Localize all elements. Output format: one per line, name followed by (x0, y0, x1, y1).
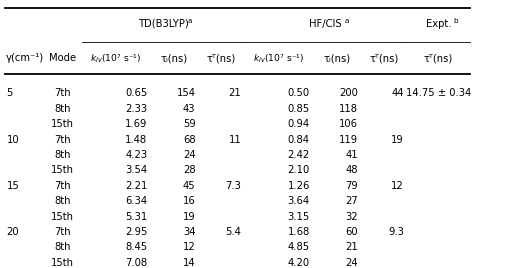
Text: 19: 19 (183, 211, 196, 222)
Text: 4.23: 4.23 (125, 150, 147, 160)
Text: 8th: 8th (55, 150, 71, 160)
Text: 6.34: 6.34 (125, 196, 147, 206)
Text: 9.3: 9.3 (388, 227, 404, 237)
Text: 12: 12 (183, 242, 196, 252)
Text: 44: 44 (391, 88, 404, 98)
Text: 24: 24 (346, 258, 358, 268)
Text: 3.64: 3.64 (288, 196, 310, 206)
Text: 7th: 7th (55, 227, 71, 237)
Text: τᵀ(ns): τᵀ(ns) (424, 53, 453, 63)
Text: 2.33: 2.33 (125, 104, 147, 114)
Text: 79: 79 (346, 181, 358, 191)
Text: 43: 43 (183, 104, 196, 114)
Text: 12: 12 (391, 181, 404, 191)
Text: 0.84: 0.84 (288, 135, 310, 144)
Text: 2.10: 2.10 (287, 165, 310, 175)
Text: 8th: 8th (55, 104, 71, 114)
Text: 7.08: 7.08 (125, 258, 147, 268)
Text: 32: 32 (346, 211, 358, 222)
Text: 14.75 ± 0.34: 14.75 ± 0.34 (406, 88, 471, 98)
Text: 119: 119 (339, 135, 358, 144)
Text: 4.20: 4.20 (288, 258, 310, 268)
Text: 59: 59 (183, 119, 196, 129)
Text: 0.65: 0.65 (125, 88, 147, 98)
Text: 11: 11 (229, 135, 241, 144)
Text: 8th: 8th (55, 242, 71, 252)
Text: 48: 48 (346, 165, 358, 175)
Text: τₗ(ns): τₗ(ns) (323, 53, 351, 63)
Text: 19: 19 (391, 135, 404, 144)
Text: 2.42: 2.42 (287, 150, 310, 160)
Text: 15th: 15th (51, 211, 74, 222)
Text: 21: 21 (346, 242, 358, 252)
Text: a: a (345, 17, 349, 24)
Text: 14: 14 (183, 258, 196, 268)
Text: 3.15: 3.15 (287, 211, 310, 222)
Text: 1.26: 1.26 (287, 181, 310, 191)
Text: τᵀ(ns): τᵀ(ns) (369, 53, 399, 63)
Text: 2.95: 2.95 (125, 227, 147, 237)
Text: 8.45: 8.45 (125, 242, 147, 252)
Text: 15th: 15th (51, 119, 74, 129)
Text: γ(cm⁻¹): γ(cm⁻¹) (6, 53, 44, 63)
Text: 3.54: 3.54 (125, 165, 147, 175)
Text: 15th: 15th (51, 258, 74, 268)
Text: 1.69: 1.69 (125, 119, 147, 129)
Text: Mode: Mode (49, 53, 76, 63)
Text: $k_{iv}$(10⁷ s⁻¹): $k_{iv}$(10⁷ s⁻¹) (253, 52, 304, 65)
Text: HF/CIS: HF/CIS (310, 19, 342, 29)
Text: 45: 45 (183, 181, 196, 191)
Text: 28: 28 (183, 165, 196, 175)
Text: 4.85: 4.85 (288, 242, 310, 252)
Text: 118: 118 (339, 104, 358, 114)
Text: 34: 34 (183, 227, 196, 237)
Text: a: a (187, 17, 192, 24)
Text: 24: 24 (183, 150, 196, 160)
Text: 7th: 7th (55, 88, 71, 98)
Text: 1.48: 1.48 (125, 135, 147, 144)
Text: 0.85: 0.85 (288, 104, 310, 114)
Text: 154: 154 (177, 88, 196, 98)
Text: 15th: 15th (51, 165, 74, 175)
Text: b: b (453, 17, 457, 24)
Text: 8th: 8th (55, 196, 71, 206)
Text: 0.50: 0.50 (288, 88, 310, 98)
Text: 0.94: 0.94 (288, 119, 310, 129)
Text: 7th: 7th (55, 135, 71, 144)
Text: 7th: 7th (55, 181, 71, 191)
Text: 21: 21 (229, 88, 241, 98)
Text: 68: 68 (183, 135, 196, 144)
Text: 7.3: 7.3 (226, 181, 241, 191)
Text: 1.68: 1.68 (287, 227, 310, 237)
Text: 5: 5 (7, 88, 13, 98)
Text: 5.4: 5.4 (226, 227, 241, 237)
Text: 15: 15 (7, 181, 19, 191)
Text: Expt.: Expt. (426, 19, 452, 29)
Text: 41: 41 (346, 150, 358, 160)
Text: τᵀ(ns): τᵀ(ns) (207, 53, 236, 63)
Text: 5.31: 5.31 (125, 211, 147, 222)
Text: 16: 16 (183, 196, 196, 206)
Text: 10: 10 (7, 135, 19, 144)
Text: 106: 106 (339, 119, 358, 129)
Text: τₗ(ns): τₗ(ns) (161, 53, 188, 63)
Text: 27: 27 (346, 196, 358, 206)
Text: $k_{iv}$(10⁷ s⁻¹): $k_{iv}$(10⁷ s⁻¹) (90, 52, 142, 65)
Text: 20: 20 (7, 227, 19, 237)
Text: 60: 60 (346, 227, 358, 237)
Text: 200: 200 (339, 88, 358, 98)
Text: TD(B3LYP): TD(B3LYP) (138, 19, 188, 29)
Text: 2.21: 2.21 (125, 181, 147, 191)
